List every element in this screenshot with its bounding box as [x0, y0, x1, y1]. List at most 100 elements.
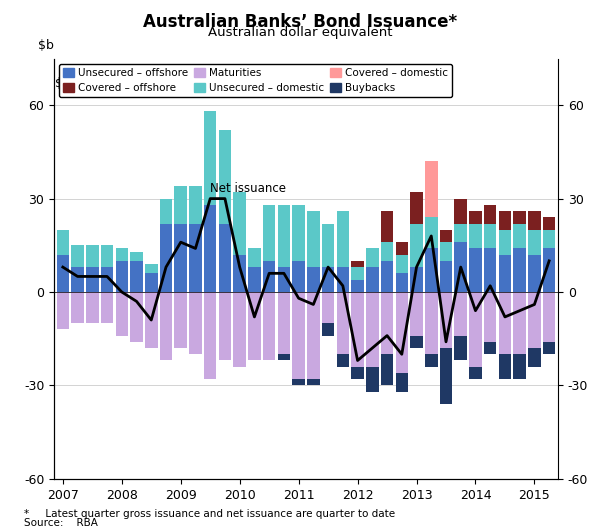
Bar: [514, 223, 526, 248]
Bar: [322, 267, 334, 292]
Bar: [218, 223, 231, 292]
Bar: [469, 367, 482, 379]
Bar: [145, 292, 158, 348]
Bar: [189, 223, 202, 292]
Bar: [381, 354, 394, 385]
Bar: [307, 379, 320, 385]
Bar: [71, 267, 84, 292]
Bar: [116, 261, 128, 292]
Bar: [514, 248, 526, 292]
Bar: [395, 255, 408, 273]
Bar: [543, 248, 556, 292]
Bar: [454, 292, 467, 336]
Bar: [86, 292, 98, 323]
Bar: [292, 205, 305, 261]
Bar: [395, 292, 408, 373]
Bar: [352, 292, 364, 367]
Bar: [145, 264, 158, 273]
Text: Source:    RBA: Source: RBA: [24, 518, 98, 528]
Bar: [130, 261, 143, 292]
Bar: [160, 223, 172, 292]
Bar: [484, 223, 496, 248]
Bar: [514, 354, 526, 379]
Bar: [469, 248, 482, 292]
Bar: [278, 354, 290, 361]
Bar: [440, 230, 452, 242]
Bar: [204, 111, 217, 205]
Text: $b: $b: [55, 77, 71, 90]
Bar: [204, 205, 217, 292]
Bar: [484, 205, 496, 223]
Bar: [425, 292, 437, 354]
Bar: [440, 242, 452, 261]
Bar: [145, 273, 158, 292]
Bar: [352, 279, 364, 292]
Bar: [410, 193, 423, 223]
Bar: [71, 245, 84, 267]
Bar: [499, 230, 511, 255]
Bar: [425, 217, 437, 248]
Bar: [484, 342, 496, 354]
Bar: [410, 267, 423, 292]
Bar: [528, 211, 541, 230]
Bar: [130, 252, 143, 261]
Bar: [56, 230, 69, 255]
Bar: [263, 205, 275, 261]
Bar: [189, 292, 202, 354]
Bar: [514, 211, 526, 223]
Text: *     Latest quarter gross issuance and net issuance are quarter to date: * Latest quarter gross issuance and net …: [24, 509, 395, 519]
Bar: [440, 348, 452, 404]
Bar: [337, 354, 349, 367]
Bar: [366, 267, 379, 292]
Bar: [440, 261, 452, 292]
Text: Australian Banks’ Bond Issuance*: Australian Banks’ Bond Issuance*: [143, 13, 457, 31]
Bar: [218, 292, 231, 361]
Bar: [189, 186, 202, 223]
Bar: [484, 292, 496, 342]
Bar: [86, 245, 98, 267]
Bar: [322, 223, 334, 267]
Bar: [337, 267, 349, 292]
Bar: [543, 292, 556, 342]
Bar: [292, 261, 305, 292]
Bar: [543, 230, 556, 248]
Legend: Unsecured – offshore, Covered – offshore, Maturities, Unsecured – domestic, Cove: Unsecured – offshore, Covered – offshore…: [59, 64, 452, 97]
Bar: [381, 211, 394, 242]
Bar: [101, 245, 113, 267]
Bar: [528, 230, 541, 255]
Bar: [233, 292, 246, 367]
Bar: [528, 255, 541, 292]
Bar: [454, 198, 467, 223]
Bar: [454, 336, 467, 361]
Bar: [469, 211, 482, 223]
Bar: [101, 267, 113, 292]
Bar: [395, 242, 408, 255]
Bar: [425, 354, 437, 367]
Bar: [499, 255, 511, 292]
Bar: [278, 205, 290, 267]
Bar: [337, 211, 349, 267]
Text: Net issuance: Net issuance: [210, 182, 286, 195]
Bar: [322, 323, 334, 336]
Bar: [175, 292, 187, 348]
Bar: [233, 193, 246, 255]
Bar: [278, 292, 290, 354]
Bar: [352, 367, 364, 379]
Bar: [160, 198, 172, 223]
Bar: [175, 186, 187, 223]
Bar: [233, 255, 246, 292]
Bar: [366, 367, 379, 392]
Bar: [381, 261, 394, 292]
Bar: [514, 292, 526, 354]
Bar: [116, 292, 128, 336]
Bar: [101, 292, 113, 323]
Bar: [130, 292, 143, 342]
Bar: [381, 242, 394, 261]
Bar: [56, 292, 69, 329]
Bar: [116, 248, 128, 261]
Bar: [248, 292, 260, 361]
Bar: [425, 161, 437, 217]
Bar: [56, 255, 69, 292]
Bar: [410, 336, 423, 348]
Bar: [204, 292, 217, 379]
